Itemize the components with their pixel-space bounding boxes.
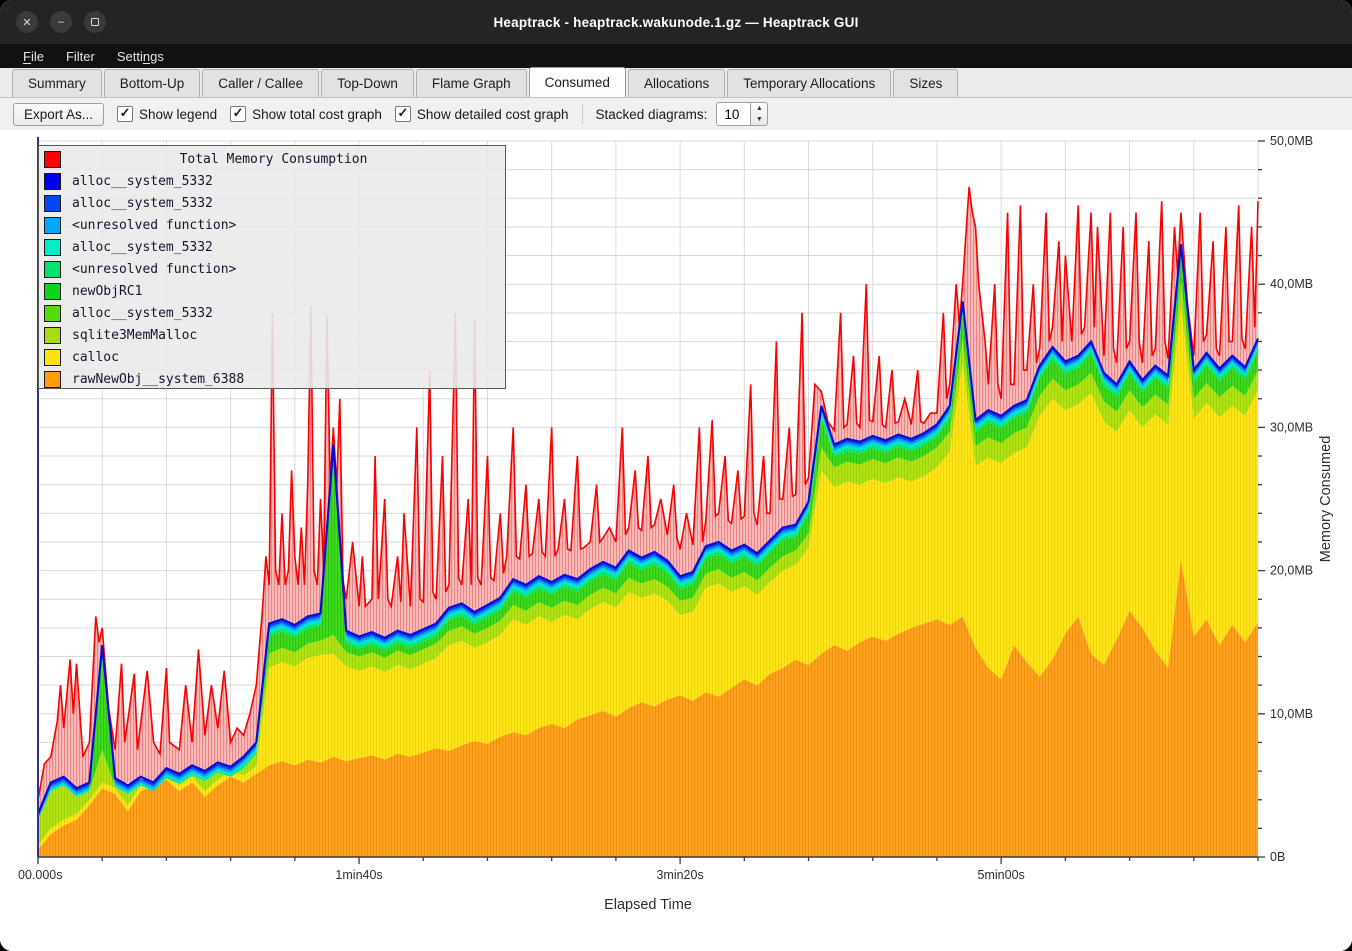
legend-label: newObjRC1 (72, 283, 143, 299)
x-tick-label: 00.000s (18, 868, 62, 882)
tab-caller-callee[interactable]: Caller / Callee (202, 69, 320, 97)
tabbar: Summary Bottom-Up Caller / Callee Top-Do… (0, 67, 1352, 98)
show-total-cost-label: Show total cost graph (252, 106, 382, 122)
y-axis-title: Memory Consumed (1318, 436, 1334, 563)
legend-row: rawNewObj__system_6388 (42, 368, 505, 390)
tab-sizes[interactable]: Sizes (893, 69, 959, 97)
legend-swatch (44, 348, 61, 366)
y-tick-label: 0B (1270, 850, 1285, 864)
legend-row: alloc__system_5332 (42, 236, 505, 258)
band-alloc-green (38, 256, 1258, 820)
legend-swatch (44, 216, 61, 234)
menu-filter[interactable]: Filter (65, 48, 95, 64)
y-tick-label: 20,0MB (1270, 564, 1313, 578)
export-as-button[interactable]: Export As... (13, 102, 105, 126)
show-total-cost-checkbox[interactable]: ✓ Show total cost graph (230, 105, 382, 122)
x-axis-title: Elapsed Time (604, 897, 692, 913)
tab-temporary-allocations[interactable]: Temporary Allocations (727, 69, 892, 97)
legend-label: sqlite3MemMalloc (72, 327, 198, 343)
tab-flame-graph[interactable]: Flame Graph (415, 69, 527, 97)
legend-swatch (44, 172, 61, 190)
close-button[interactable]: ✕ (16, 11, 38, 33)
legend-swatch (44, 194, 61, 212)
y-tick-label: 10,0MB (1270, 707, 1313, 721)
menubar: File Filter Settings (0, 44, 1352, 68)
legend-label: calloc (72, 349, 119, 365)
maximize-icon (91, 18, 99, 26)
x-tick-label: 1min40s (335, 868, 382, 882)
band-calloc (38, 305, 1258, 850)
checkbox-icon[interactable]: ✓ (394, 105, 411, 122)
spin-up-icon[interactable]: ▲ (755, 105, 763, 112)
chart-area: 00.000s 1min40s 3min20s 5min00s 0B 10,0MB 20,0… (0, 130, 1352, 951)
legend-label: alloc__system_5332 (72, 173, 213, 189)
menu-file[interactable]: File (23, 48, 44, 64)
legend-swatch (44, 282, 61, 300)
legend-row: sqlite3MemMalloc (42, 324, 505, 346)
legend-row: alloc__system_5332 (42, 170, 505, 192)
x-tick-label: 5min00s (978, 868, 1025, 882)
legend-label: alloc__system_5332 (72, 195, 213, 211)
legend-row: alloc__system_5332 (42, 192, 505, 214)
legend-row-total: Total Memory Consumption (42, 148, 505, 170)
show-legend-label: Show legend (139, 106, 218, 122)
legend-swatch (44, 238, 61, 256)
tab-consumed[interactable]: Consumed (528, 67, 626, 97)
legend-swatch (44, 326, 61, 344)
stacked-diagrams-label: Stacked diagrams: (595, 106, 708, 122)
legend-label: <unresolved function> (72, 217, 237, 233)
tab-bottom-up[interactable]: Bottom-Up (103, 69, 201, 97)
tab-summary[interactable]: Summary (12, 69, 102, 97)
menu-settings[interactable]: Settings (116, 48, 164, 64)
y-tick-label: 30,0MB (1270, 420, 1313, 434)
legend-row: newObjRC1 (42, 280, 505, 302)
legend-swatch (44, 304, 61, 322)
legend-row: <unresolved function> (42, 214, 505, 236)
legend-label: rawNewObj__system_6388 (72, 371, 245, 387)
show-legend-checkbox[interactable]: ✓ Show legend (117, 105, 218, 122)
minimize-button[interactable]: – (50, 11, 72, 33)
spin-down-icon[interactable]: ▼ (755, 116, 763, 123)
chart-legend: Total Memory Consumption alloc__system_5… (38, 145, 506, 389)
legend-label: <unresolved function> (72, 261, 237, 277)
tab-top-down[interactable]: Top-Down (321, 69, 414, 97)
y-tick-label: 50,0MB (1270, 134, 1313, 148)
memory-consumption-chart[interactable]: 00.000s 1min40s 3min20s 5min00s 0B 10,0MB 20,0… (0, 130, 1352, 951)
toolbar-separator (581, 104, 583, 124)
titlebar[interactable]: ✕ – Heaptrack - heaptrack.wakunode.1.gz … (0, 0, 1352, 44)
show-detailed-cost-label: Show detailed cost graph (416, 106, 569, 122)
stacked-diagrams-input[interactable] (716, 102, 751, 126)
legend-swatch (44, 370, 61, 388)
legend-row: calloc (42, 346, 505, 368)
total-memory-line (37, 186, 1259, 800)
y-tick-label: 40,0MB (1270, 277, 1313, 291)
stacked-diagrams-spinner[interactable]: ▲ ▼ (716, 102, 769, 126)
legend-swatch (44, 260, 61, 278)
show-detailed-cost-checkbox[interactable]: ✓ Show detailed cost graph (394, 105, 569, 122)
legend-row: alloc__system_5332 (42, 302, 505, 324)
maximize-button[interactable] (84, 11, 106, 33)
legend-title: Total Memory Consumption (179, 151, 368, 167)
window-title: Heaptrack - heaptrack.wakunode.1.gz — He… (493, 14, 859, 30)
legend-row: <unresolved function> (42, 258, 505, 280)
band-rawNewObj-system-6388 (38, 559, 1258, 857)
legend-label: alloc__system_5332 (72, 239, 213, 255)
checkbox-icon[interactable]: ✓ (230, 105, 247, 122)
legend-swatch-total (44, 150, 61, 168)
window-buttons: ✕ – (16, 0, 106, 44)
checkbox-icon[interactable]: ✓ (117, 105, 134, 122)
x-tick-label: 3min20s (656, 868, 703, 882)
solid-stack-top-line (36, 243, 1260, 815)
tab-allocations[interactable]: Allocations (627, 69, 726, 97)
band-sqlite3MemMalloc (38, 281, 1258, 846)
legend-label: alloc__system_5332 (72, 305, 213, 321)
toolbar: Export As... ✓ Show legend ✓ Show total … (0, 98, 1352, 130)
